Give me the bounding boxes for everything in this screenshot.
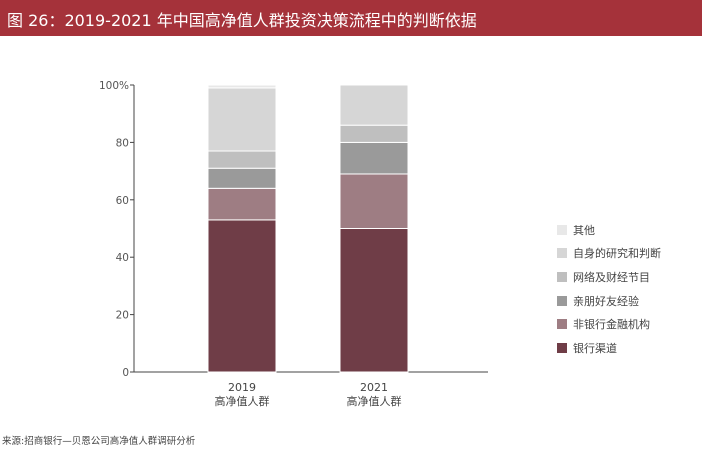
legend-label: 网络及财经节目 xyxy=(573,270,650,284)
bar-segment xyxy=(339,124,409,143)
chart-legend: 其他自身的研究和判断 网络及财经节目 亲朋好友经验 非银行金融机构 银行渠道 xyxy=(557,218,661,360)
legend-item: 非银行金融机构 xyxy=(557,312,661,336)
legend-item: 其他 xyxy=(557,218,661,242)
source-note: 来源:招商银行—贝恩公司高净值人群调研分析 xyxy=(2,436,196,447)
legend-label: 自身的研究和判断 xyxy=(573,247,661,261)
legend-item: 自身的研究和判断 xyxy=(557,242,661,266)
category-label-year: 2019 xyxy=(228,381,256,394)
y-tick-label: 60 xyxy=(116,195,129,207)
bar-segment xyxy=(207,150,277,169)
legend-swatch xyxy=(557,224,567,235)
legend-swatch xyxy=(557,319,567,330)
legend-label: 其他 xyxy=(573,223,595,237)
bar-segment xyxy=(339,84,409,126)
legend-label: 亲朋好友经验 xyxy=(573,294,639,308)
legend-swatch xyxy=(557,271,567,282)
bar-segment xyxy=(339,173,409,229)
category-label-group: 高净值人群 xyxy=(347,394,402,408)
legend-label: 非银行金融机构 xyxy=(573,318,650,332)
bar-segment xyxy=(339,141,409,175)
bar-segment xyxy=(207,87,277,152)
legend-swatch xyxy=(557,342,567,353)
legend-item: 亲朋好友经验 xyxy=(557,289,661,313)
y-tick-label: 100% xyxy=(99,80,129,92)
bar-segment xyxy=(207,187,277,221)
header-bar: 图 26：2019-2021 年中国高净值人群投资决策流程中的判断依据 xyxy=(0,0,702,36)
legend-swatch xyxy=(557,248,567,259)
category-label-group: 高净值人群 xyxy=(215,394,270,408)
y-tick-label: 0 xyxy=(122,367,129,379)
legend-label: 银行渠道 xyxy=(573,341,617,355)
y-tick-label: 40 xyxy=(116,252,129,264)
bar-segment xyxy=(207,167,277,189)
bar-segment xyxy=(339,228,409,373)
figure-title: 图 26：2019-2021 年中国高净值人群投资决策流程中的判断依据 xyxy=(7,11,477,30)
y-tick-label: 20 xyxy=(116,310,129,322)
legend-item: 网络及财经节目 xyxy=(557,265,661,289)
y-tick-label: 80 xyxy=(116,137,129,149)
legend-item: 银行渠道 xyxy=(557,336,661,360)
category-label-year: 2021 xyxy=(360,381,388,394)
legend-swatch xyxy=(557,295,567,306)
bar-segment xyxy=(207,219,277,373)
bar-segment xyxy=(207,84,277,89)
